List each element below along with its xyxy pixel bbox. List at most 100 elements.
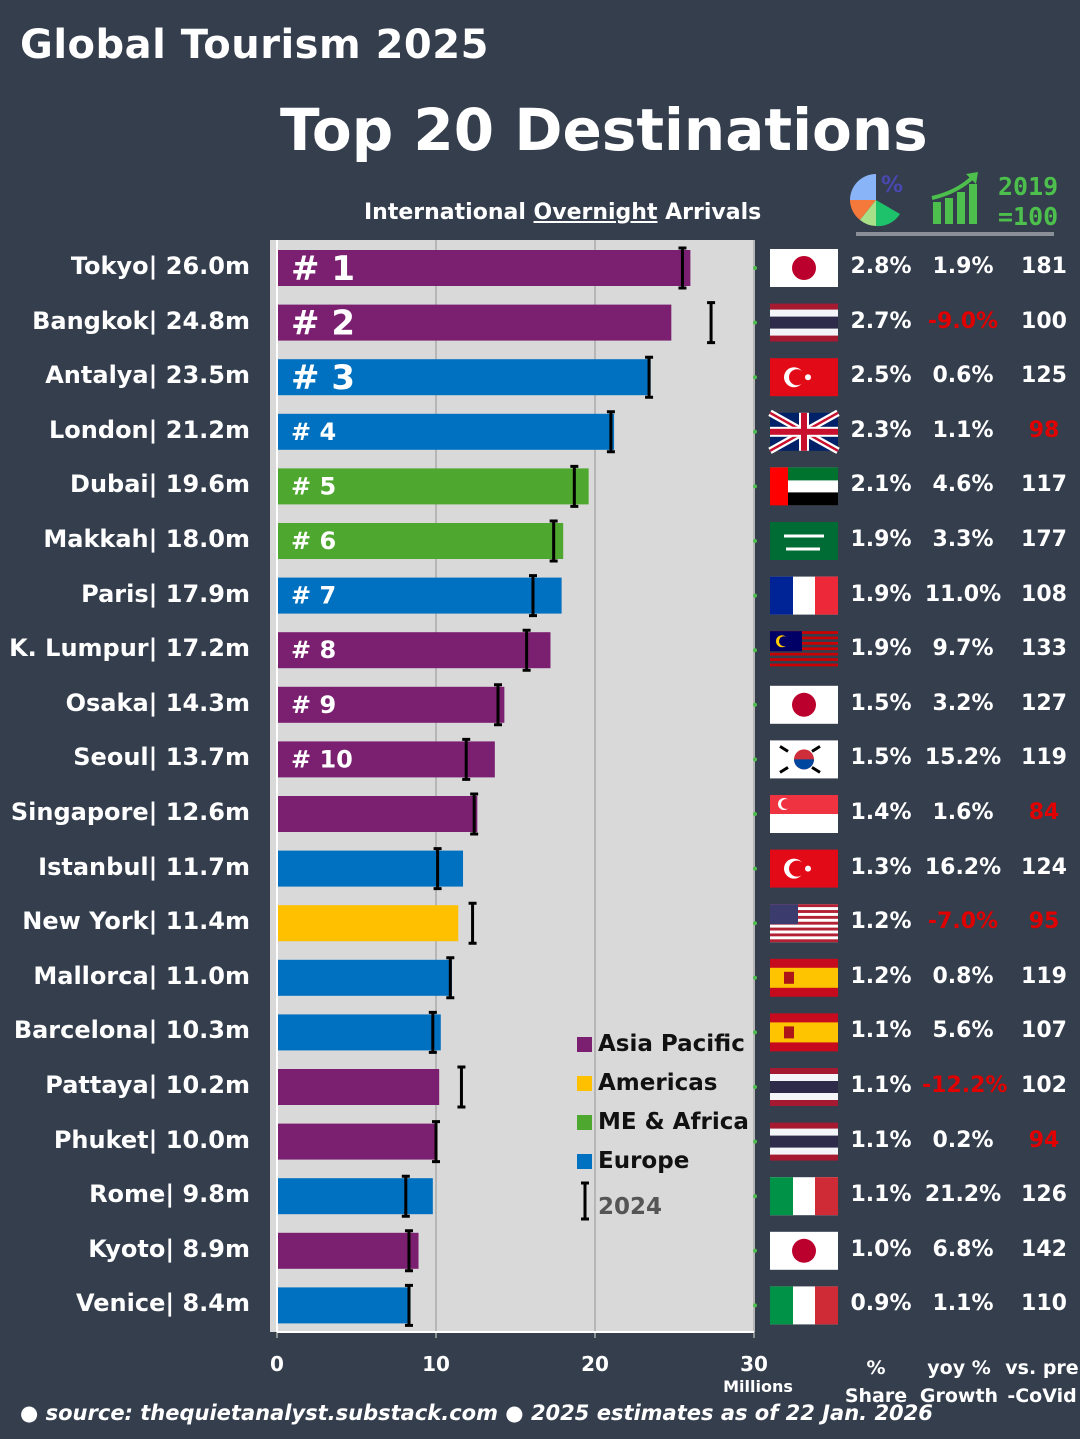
error-bar-2024 [428, 1010, 437, 1054]
yoy-growth-value: 1.1% [932, 417, 994, 443]
error-bar-2024 [494, 683, 503, 727]
legend-label: Americas [598, 1070, 718, 1096]
city-label: Seoul| 13.7m [0, 743, 250, 771]
row-dot [753, 1303, 757, 1308]
rank-label: # 2 [291, 304, 355, 344]
separator: | [148, 579, 166, 608]
bar [278, 304, 672, 341]
bar [278, 250, 691, 286]
legend-americas: Americas [577, 1064, 749, 1103]
bar-row: # 4 [278, 409, 840, 454]
city-value: 17.9m [165, 579, 250, 608]
header-divider [856, 232, 1054, 236]
city-label: Dubai| 19.6m [0, 470, 250, 498]
bar [278, 1123, 436, 1160]
legend-europe: Europe [577, 1142, 749, 1181]
precovid-index-value: 84 [1028, 800, 1060, 825]
legend: Asia Pacific Americas ME & Africa Europe… [577, 1025, 749, 1234]
yoy-growth-value: 1.9% [932, 254, 994, 279]
city-name: New York [22, 907, 149, 936]
row-dot [753, 375, 757, 380]
legend-asia-pacific: Asia Pacific [577, 1025, 749, 1064]
city-name: Antalya [45, 361, 149, 390]
share-value: 2.5% [850, 363, 912, 389]
header-growth: yoy % Growth [918, 1354, 1000, 1410]
separator: | [148, 1016, 166, 1045]
city-value: 10.3m [165, 1016, 250, 1045]
growth-chart-icon [931, 172, 978, 224]
city-value: 11.4m [165, 907, 250, 936]
legend-swatch [577, 1037, 592, 1052]
rank-label: # 1 [291, 249, 355, 289]
bar-row [278, 847, 838, 891]
city-name: Seoul [73, 743, 149, 772]
precovid-index-value: 95 [1028, 909, 1060, 935]
yoy-growth-value: 1.6% [932, 800, 994, 825]
separator: | [148, 252, 166, 280]
rank-label: # 5 [291, 472, 336, 500]
city-value: 18.0m [165, 525, 250, 553]
bar [278, 1287, 411, 1324]
city-value: 11.7m [165, 852, 250, 881]
separator: | [148, 361, 166, 390]
flag-kr-icon [770, 740, 838, 779]
error-bar-2024 [522, 628, 531, 672]
separator: | [148, 907, 166, 936]
legend-swatch [577, 1076, 592, 1091]
rank-label: # 6 [291, 527, 336, 555]
city-name: Barcelona [13, 1016, 149, 1045]
x-tick-label: 20 [581, 1352, 609, 1376]
yoy-growth-value: -9.0% [927, 308, 999, 334]
separator: | [165, 1180, 183, 1209]
separator: | [148, 852, 166, 881]
city-label: Osaka| 14.3m [0, 689, 250, 717]
precovid-index-value: 127 [1021, 690, 1067, 716]
yoy-growth-value: 6.8% [932, 1236, 994, 1262]
yoy-growth-value: 21.2% [924, 1182, 1002, 1208]
city-label: New York| 11.4m [0, 907, 250, 935]
share-value: 1.1% [850, 1073, 912, 1098]
error-bar-2024 [468, 901, 477, 945]
city-value: 21.2m [165, 415, 250, 444]
precovid-index-value: 119 [1021, 963, 1067, 989]
city-value: 9.8m [182, 1180, 250, 1209]
subtitle-part: International [364, 200, 534, 225]
city-value: 14.3m [165, 688, 250, 717]
city-value: 11.0m [165, 961, 250, 990]
legend-2024-marker: 2024 [577, 1181, 749, 1234]
chart-subtitle: International Overnight Arrivals [364, 200, 761, 225]
precovid-index-value: 125 [1021, 363, 1067, 389]
city-name: Dubai [70, 470, 149, 499]
baseline-label: 2019 =100 [998, 172, 1058, 232]
error-bar-2024 [570, 464, 579, 508]
city-name: Istanbul [38, 852, 149, 881]
share-value: 2.7% [850, 308, 912, 334]
rank-label: # 4 [291, 418, 336, 446]
precovid-index-value: 117 [1021, 472, 1067, 498]
flag-jp-icon [770, 249, 838, 287]
separator: | [148, 961, 166, 990]
row-dot [753, 866, 757, 871]
row-dot [753, 1085, 757, 1089]
share-value: 1.2% [850, 963, 912, 989]
bar [278, 577, 562, 614]
separator: | [148, 634, 166, 663]
city-label: K. Lumpur| 17.2m [0, 634, 250, 662]
city-value: 24.8m [165, 306, 250, 335]
city-label: Venice| 8.4m [0, 1289, 250, 1317]
city-name: Rome [89, 1180, 166, 1209]
separator: | [165, 1234, 183, 1263]
bar-row [278, 792, 838, 836]
row-dot [753, 266, 757, 270]
bar [278, 686, 505, 723]
bar-row [278, 1010, 838, 1054]
row-dot [753, 429, 757, 434]
legend-swatch [577, 1154, 592, 1169]
share-value: 2.8% [850, 254, 912, 279]
bar-row [278, 1120, 838, 1164]
city-name: Bangkok [32, 306, 149, 335]
flag-jp-icon [770, 1231, 838, 1270]
yoy-growth-value: 4.6% [932, 472, 994, 498]
bar-row: # 6 [278, 519, 838, 563]
